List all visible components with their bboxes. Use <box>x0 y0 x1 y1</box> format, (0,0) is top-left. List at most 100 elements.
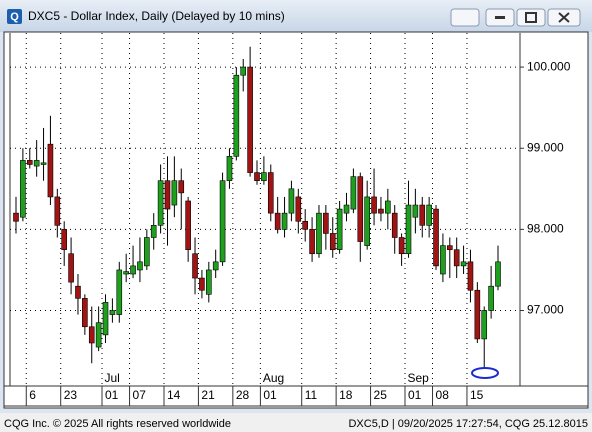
maximize-button[interactable] <box>516 8 546 27</box>
candle-body <box>212 261 219 271</box>
candle-body <box>350 176 357 210</box>
x-tick-label: 23 <box>64 388 78 402</box>
candle-body <box>267 172 274 214</box>
x-tick-label: 01 <box>105 388 119 402</box>
x-tick-label: 6 <box>29 388 36 402</box>
candle-body <box>302 220 309 230</box>
link-button[interactable] <box>450 8 480 27</box>
candle-body <box>488 285 494 311</box>
candle-body <box>95 322 102 348</box>
candle-body <box>281 212 288 230</box>
candle-body <box>47 143 54 198</box>
candle-body <box>274 212 281 230</box>
candle-body <box>323 212 329 234</box>
candle-body <box>440 245 446 275</box>
candle-body <box>144 237 150 267</box>
x-tick-label: 18 <box>339 388 353 402</box>
candle-body <box>254 172 260 181</box>
x-tick-label: 08 <box>436 388 450 402</box>
candle-body <box>75 285 81 299</box>
candle-body <box>88 326 95 344</box>
candle-body <box>419 204 426 226</box>
x-tick-label: 15 <box>470 388 484 402</box>
x-tick-label: 01 <box>408 388 422 402</box>
x-tick-label: 07 <box>133 388 147 402</box>
candle-body <box>206 269 212 295</box>
window-title: DXC5 - Dollar Index, Daily (Delayed by 1… <box>28 9 285 23</box>
candle-body <box>33 160 40 167</box>
candle-body <box>123 271 129 275</box>
highlight-circle <box>471 367 499 379</box>
y-tick-label: 97.000 <box>527 303 564 317</box>
candle-body <box>26 160 33 165</box>
y-tick-label: 98.000 <box>527 222 564 236</box>
candle-body <box>164 180 171 210</box>
candle-body <box>385 200 391 214</box>
close-icon <box>558 12 570 23</box>
candle-body <box>247 66 253 173</box>
candle-body <box>371 196 377 214</box>
candle-body <box>460 261 467 267</box>
candle-body <box>20 160 26 218</box>
x-tick-label: 28 <box>236 388 250 402</box>
candle-body <box>116 269 123 315</box>
candle-body <box>54 196 61 226</box>
candle-body <box>309 229 315 255</box>
candle-body <box>288 188 295 214</box>
app-icon-letter: Q <box>10 11 19 23</box>
candle-body <box>185 200 191 250</box>
candle-body <box>329 233 336 250</box>
candle-body <box>192 253 198 279</box>
candle-body <box>82 298 88 328</box>
candle-body <box>378 208 384 214</box>
candle-body <box>40 162 47 165</box>
candle-body <box>412 204 419 218</box>
x-tick-label: 25 <box>374 388 388 402</box>
candle-body <box>13 212 19 222</box>
candle-body <box>61 229 68 250</box>
candle-body <box>446 245 453 250</box>
footer-right: DXC5,D | 09/20/2025 17:27:54, CQG 25.12.… <box>348 418 588 430</box>
candle-body <box>336 208 343 250</box>
candle-body <box>102 302 109 336</box>
candle-body <box>130 265 136 275</box>
y-tick-label: 99.000 <box>527 140 564 154</box>
candle-body <box>474 289 481 340</box>
month-label: Jul <box>105 371 120 385</box>
x-tick-label: 21 <box>201 388 215 402</box>
candle-body <box>364 196 370 246</box>
candle-body <box>433 208 439 267</box>
candle-body <box>109 310 116 315</box>
candle-body <box>495 261 501 287</box>
candle-body <box>233 74 240 157</box>
minimize-icon <box>495 16 505 19</box>
candle-body <box>391 212 398 238</box>
candle-body <box>481 310 488 340</box>
candle-body <box>467 261 474 291</box>
maximize-icon <box>525 12 537 23</box>
month-label: Sep <box>407 371 429 385</box>
month-label: Aug <box>263 371 284 385</box>
candle-body <box>199 277 205 291</box>
app-icon <box>7 9 22 24</box>
x-tick-label: 01 <box>263 388 277 402</box>
candle-body <box>295 196 302 222</box>
footer-bar <box>0 413 592 432</box>
candle-body <box>240 66 247 76</box>
candle-body <box>316 212 322 255</box>
candle-body <box>68 253 74 283</box>
candle-body <box>343 204 350 214</box>
footer-left: CQG Inc. © 2025 All rights reserved worl… <box>4 418 231 430</box>
candle-body <box>426 204 432 226</box>
candle-body <box>157 180 164 226</box>
plot: 97.000 98.000 99.000 100.000 6 23 01 07 14 21 28 01… <box>10 33 571 406</box>
candle-body <box>219 180 226 263</box>
y-tick-label: 100.000 <box>527 59 571 73</box>
x-tick-label: 14 <box>167 388 181 402</box>
candle-body <box>171 180 178 206</box>
candle-body <box>261 172 267 181</box>
candle-body <box>226 156 233 181</box>
candle-body <box>137 261 143 271</box>
